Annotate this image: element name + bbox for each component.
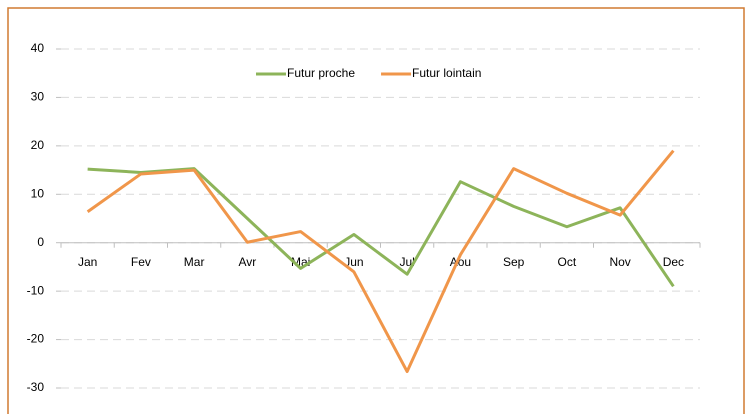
x-tick-label: Dec [663, 255, 684, 269]
chart-frame [7, 7, 745, 414]
x-tick-label: Nov [609, 255, 630, 269]
x-tick-label: Jun [344, 255, 363, 269]
x-tick-label: Fev [131, 255, 151, 269]
legend-label: Futur lointain [412, 66, 481, 80]
y-tick-label: 10 [31, 186, 45, 200]
x-tick-label: Avr [238, 255, 256, 269]
y-tick-label: 30 [31, 90, 45, 104]
x-tick-label: Oct [558, 255, 577, 269]
x-tick-label: Sep [503, 255, 525, 269]
y-tick-label: 0 [37, 235, 44, 249]
y-tick-label: -10 [27, 283, 45, 297]
y-tick-label: 20 [31, 138, 45, 152]
x-tick-label: Jan [78, 255, 97, 269]
x-tick-label: Mar [184, 255, 205, 269]
y-tick-label: -20 [27, 332, 45, 346]
y-tick-label: -30 [27, 380, 45, 394]
line-series [86, 149, 675, 374]
y-tick-label: 40 [31, 41, 45, 55]
legend-label: Futur proche [287, 66, 355, 80]
